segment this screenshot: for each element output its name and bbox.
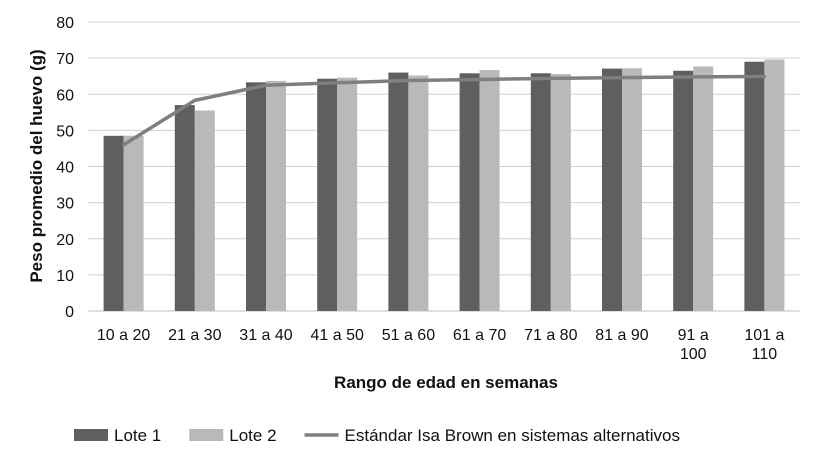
legend-label: Lote 1 [114, 426, 161, 445]
bar-lote-1 [103, 135, 124, 311]
x-tick-label: 41 a 50 [311, 327, 364, 344]
bar-lote-2 [194, 110, 215, 311]
bar-lote-2 [266, 80, 286, 311]
x-tick-label: 61 a 70 [453, 327, 506, 344]
bar-lote-1 [459, 73, 480, 311]
bar-lote-2 [550, 74, 571, 312]
bar-lote-1 [174, 105, 195, 312]
x-tick-label: 101 a [744, 327, 784, 344]
bar-lote-2 [123, 135, 144, 311]
y-tick-label: 20 [56, 232, 74, 249]
x-tick-label: 100 [680, 346, 707, 363]
legend-swatch [189, 429, 224, 441]
bar-lote-1 [602, 68, 622, 311]
bar-lote-2 [337, 77, 358, 311]
legend-label: Lote 2 [229, 426, 276, 445]
bar-lote-2 [408, 75, 429, 311]
y-tick-label: 80 [56, 15, 74, 32]
standard-line [121, 74, 767, 147]
x-axis-title: Rango de edad en semanas [334, 373, 558, 392]
bar-lote-2 [693, 66, 714, 311]
bar-lote-1 [530, 73, 551, 311]
bar-lote-1 [246, 82, 266, 311]
x-tick-label: 91 a [678, 327, 709, 344]
x-tick-label: 10 a 20 [97, 327, 150, 344]
legend: Lote 1 Lote 2 Estándar Isa Brown en sistem… [74, 426, 680, 445]
x-tick-label: 21 a 30 [168, 327, 221, 344]
x-axis-ticks: 10 a 20 21 a 30 31 a 40 41 a 50 51 a 60 61 a … [97, 327, 785, 363]
bar-lote-1 [744, 61, 765, 311]
x-tick-label: 31 a 40 [239, 327, 292, 344]
bar-lote-1 [673, 70, 694, 311]
y-axis-ticks: 0 10 20 30 40 50 60 70 80 [56, 15, 74, 321]
y-tick-label: 40 [56, 160, 74, 177]
x-tick-label: 81 a 90 [595, 327, 648, 344]
y-axis-title: Peso promedio del huevo (g) [27, 49, 46, 282]
y-tick-label: 10 [56, 268, 74, 285]
bar-lote-2 [479, 70, 500, 311]
y-tick-label: 30 [56, 196, 74, 213]
y-tick-label: 60 [56, 87, 74, 104]
x-tick-label: 110 [752, 346, 778, 363]
y-tick-label: 70 [56, 51, 74, 68]
y-tick-label: 0 [65, 304, 74, 321]
x-tick-label: 71 a 80 [524, 327, 577, 344]
bar-lote-2 [622, 68, 642, 312]
legend-swatch [74, 429, 108, 441]
bar-lote-2 [764, 59, 785, 311]
bars [103, 59, 785, 312]
bar-lote-1 [388, 72, 409, 311]
y-tick-label: 50 [56, 123, 74, 140]
x-tick-label: 51 a 60 [382, 327, 435, 344]
legend-label: Estándar Isa Brown en sistemas alternati… [345, 426, 680, 445]
bar-lote-1 [317, 78, 338, 311]
standard-line-layer [121, 74, 767, 147]
